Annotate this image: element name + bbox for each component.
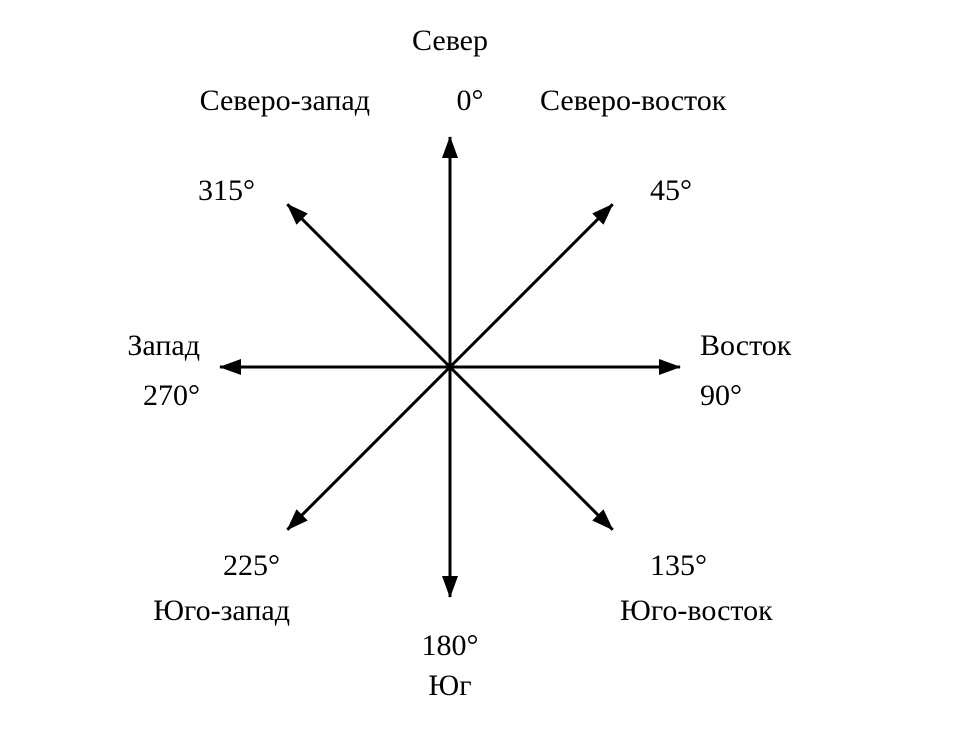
degree-south: 180°	[422, 629, 479, 662]
compass-diagram: Север 0° Северо-восток 45° Восток 90° Юго-вост…	[0, 0, 962, 734]
degree-southwest: 225°	[223, 549, 280, 582]
label-southwest: Юго-запад	[153, 594, 290, 627]
label-southeast: Юго-восток	[620, 594, 773, 627]
label-west: Запад	[127, 329, 200, 362]
compass-arrows	[220, 137, 680, 597]
degree-southeast: 135°	[650, 549, 707, 582]
label-south: Юг	[428, 669, 471, 702]
compass-labels: Север 0° Северо-восток 45° Восток 90° Юго-вост…	[127, 24, 791, 702]
degree-east: 90°	[700, 379, 742, 412]
degree-northwest: 315°	[198, 174, 255, 207]
label-north: Север	[412, 24, 488, 57]
arrow-southwest	[287, 367, 450, 530]
degree-west: 270°	[143, 379, 200, 412]
arrow-northwest	[287, 204, 450, 367]
degree-northeast: 45°	[650, 174, 692, 207]
arrow-southeast	[450, 367, 613, 530]
label-northwest: Северо-запад	[200, 84, 370, 117]
label-northeast: Северо-восток	[540, 84, 727, 117]
label-east: Восток	[700, 329, 792, 362]
degree-north: 0°	[457, 84, 484, 117]
arrow-northeast	[450, 204, 613, 367]
